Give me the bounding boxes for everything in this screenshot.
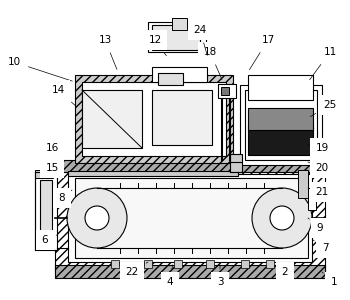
Bar <box>174 260 182 268</box>
Circle shape <box>270 206 294 230</box>
Text: 11: 11 <box>310 47 337 80</box>
Bar <box>230 154 242 172</box>
Text: 12: 12 <box>148 35 166 56</box>
Text: 21: 21 <box>308 187 329 197</box>
Circle shape <box>85 206 109 230</box>
Bar <box>148 22 206 52</box>
Bar <box>68 174 312 262</box>
Bar <box>75 178 308 258</box>
Bar <box>35 172 57 250</box>
Circle shape <box>47 157 53 163</box>
Bar <box>35 170 53 178</box>
Text: 19: 19 <box>308 143 329 153</box>
Circle shape <box>67 188 127 248</box>
Text: 15: 15 <box>46 163 60 173</box>
Bar <box>82 90 142 148</box>
Text: 22: 22 <box>125 262 148 277</box>
Bar <box>248 75 313 100</box>
Bar <box>158 73 183 85</box>
Text: 8: 8 <box>59 190 72 203</box>
Text: 6: 6 <box>42 235 57 245</box>
Bar <box>82 82 226 156</box>
Bar <box>152 67 207 82</box>
Bar <box>266 260 274 268</box>
Bar <box>75 75 233 163</box>
Text: 2: 2 <box>280 264 288 277</box>
Text: 1: 1 <box>322 272 337 287</box>
Text: 20: 20 <box>308 162 329 173</box>
Bar <box>298 170 308 198</box>
Bar <box>241 260 249 268</box>
Bar <box>55 160 325 172</box>
Bar <box>144 260 152 268</box>
Text: 7: 7 <box>313 240 328 253</box>
Bar <box>111 260 119 268</box>
Bar <box>152 90 212 145</box>
Bar <box>221 87 229 95</box>
Bar <box>206 260 214 268</box>
Bar <box>248 125 313 155</box>
Text: 16: 16 <box>46 143 59 153</box>
Bar <box>55 265 325 278</box>
Text: 25: 25 <box>310 100 337 117</box>
Text: 4: 4 <box>167 265 173 287</box>
Text: 18: 18 <box>203 47 222 80</box>
Bar <box>240 85 322 165</box>
Bar <box>245 90 317 160</box>
Bar <box>152 25 200 50</box>
Bar <box>68 171 238 176</box>
Bar <box>40 180 52 240</box>
Bar <box>248 108 313 130</box>
Bar <box>55 165 325 272</box>
Text: 24: 24 <box>193 25 207 55</box>
Text: 14: 14 <box>51 85 76 106</box>
Bar <box>308 188 316 210</box>
Text: 17: 17 <box>250 35 275 70</box>
Circle shape <box>252 188 312 248</box>
Text: 3: 3 <box>217 265 223 287</box>
Bar <box>218 84 236 98</box>
Text: 9: 9 <box>308 218 323 233</box>
Text: 13: 13 <box>98 35 117 69</box>
Bar <box>172 18 187 30</box>
Text: 10: 10 <box>7 57 72 81</box>
